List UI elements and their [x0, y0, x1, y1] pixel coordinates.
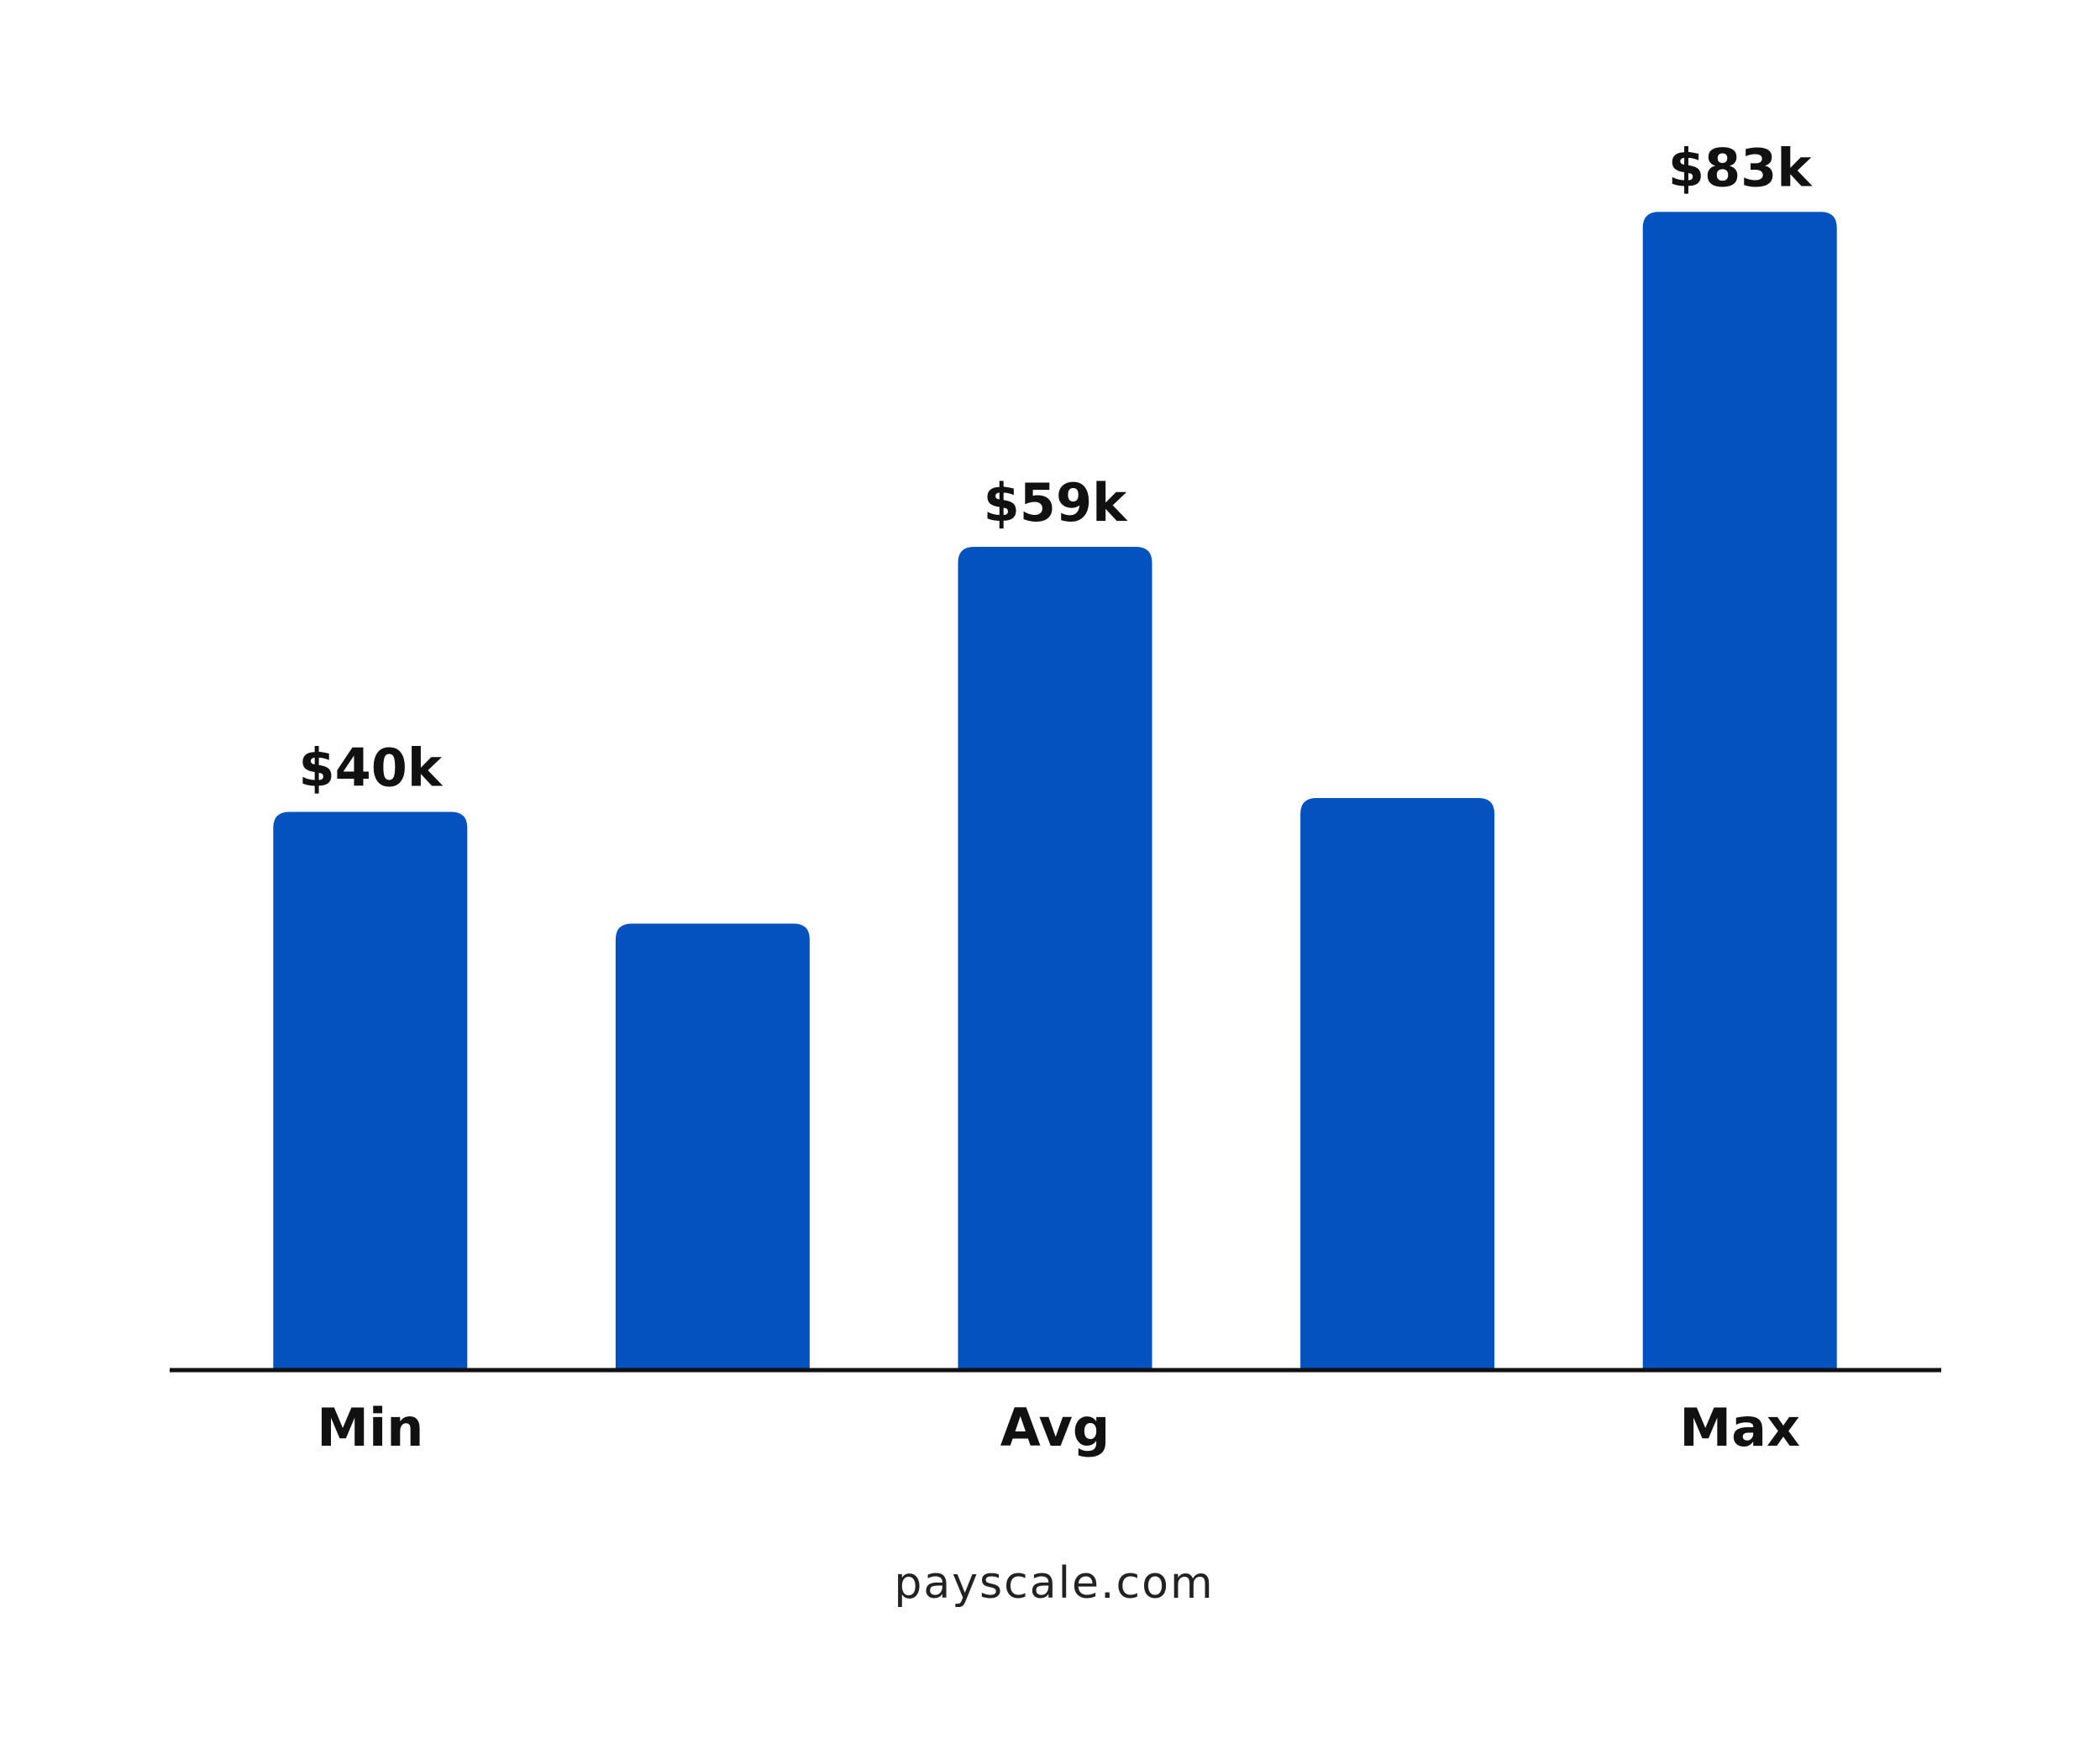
bar [615, 923, 810, 1370]
bar [1642, 212, 1837, 1370]
source-text: payscale.com [894, 1558, 1214, 1609]
bar [1300, 797, 1495, 1370]
value-label: $83k [1668, 137, 1813, 198]
x-tick-label: Min [317, 1397, 423, 1458]
value-label: $59k [984, 472, 1128, 533]
x-tick-label: Max [1679, 1397, 1800, 1458]
value-label: $40k [298, 738, 443, 799]
bar [958, 546, 1152, 1370]
bar [273, 811, 468, 1370]
x-tick-label: Avg [1000, 1397, 1110, 1458]
